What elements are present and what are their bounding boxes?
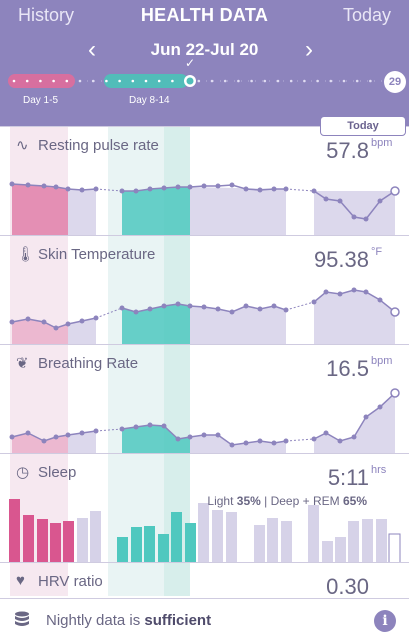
timeline-day-dot[interactable] xyxy=(197,79,201,83)
timeline-day-dot[interactable] xyxy=(131,79,135,83)
timeline-day-dot[interactable] xyxy=(250,79,253,83)
today-link[interactable]: Today xyxy=(342,5,391,25)
pulse-chart xyxy=(9,181,400,235)
timeline-day-dot[interactable] xyxy=(329,79,333,83)
timeline-day-dot[interactable] xyxy=(39,79,42,83)
period-label-2: Day 8-14 xyxy=(129,95,170,106)
info-icon[interactable]: i xyxy=(374,610,396,632)
section-unit: bpm xyxy=(371,355,393,367)
history-link[interactable]: History xyxy=(18,5,75,25)
deep-rem-label: | Deep + REM xyxy=(264,494,340,508)
timeline-day-dot[interactable] xyxy=(237,79,240,83)
section-value: 0.30 xyxy=(326,574,369,599)
sleep-breakdown: Light 35% | Deep + REM 65% xyxy=(207,494,367,508)
timeline-dots xyxy=(12,79,372,83)
date-range: Jun 22-Jul 20 xyxy=(150,40,259,59)
header: History HEALTH DATA Today ‹ Jun 22-Jul 2… xyxy=(0,0,409,126)
timeline-day-dot[interactable] xyxy=(369,79,372,83)
page-title: HEALTH DATA xyxy=(140,5,269,25)
timeline-day-dot[interactable] xyxy=(276,79,280,83)
chevron-right-icon[interactable]: › xyxy=(305,36,313,63)
sleep-clock-icon: ◷ xyxy=(16,464,30,481)
section-label: Skin Temperature xyxy=(38,246,156,263)
timeline-day-dot[interactable] xyxy=(303,79,306,83)
timeline-day-dot[interactable] xyxy=(316,79,319,83)
breathing-chart xyxy=(9,388,400,453)
timeline-day-dot[interactable] xyxy=(25,79,29,83)
section-unit: °F xyxy=(371,246,383,258)
timeline-day-dot[interactable] xyxy=(223,79,227,83)
timeline-day-dot[interactable] xyxy=(78,79,82,83)
day-timeline[interactable] xyxy=(0,64,409,104)
period-label-1: Day 1-5 xyxy=(23,95,59,106)
sleep-chart xyxy=(9,499,401,563)
today-tab[interactable]: Today xyxy=(320,116,406,136)
data-sufficiency-text: Nightly data is sufficient xyxy=(46,612,211,629)
timeline-day-dot[interactable] xyxy=(157,79,161,83)
checkmark-icon: ✓ xyxy=(185,56,196,70)
timeline-day-dot[interactable] xyxy=(171,79,174,83)
timeline-day-dot[interactable] xyxy=(105,79,108,83)
timeline-day-dot[interactable] xyxy=(65,79,69,83)
section-value: 5:11 xyxy=(327,465,369,490)
database-icon xyxy=(15,611,29,626)
light-label: Light xyxy=(207,494,234,508)
section-hrv-ratio[interactable]: ♥ HRV ratio 0.30 xyxy=(0,562,409,599)
pulse-wave-icon: ∿ xyxy=(16,137,29,154)
timeline-day-dot[interactable] xyxy=(12,79,16,83)
section-unit: bpm xyxy=(371,137,393,149)
temperature-chart xyxy=(9,287,400,344)
timeline-day-dot[interactable] xyxy=(210,79,214,83)
timeline-day-dot[interactable] xyxy=(144,79,148,83)
section-label: Resting pulse rate xyxy=(38,137,159,154)
heart-icon: ♥ xyxy=(16,572,25,589)
total-days-badge[interactable]: 29 xyxy=(384,71,406,93)
section-label: HRV ratio xyxy=(38,573,103,590)
timeline-day-dot[interactable] xyxy=(289,79,293,83)
lungs-icon: ❦ xyxy=(16,355,29,372)
section-label: Breathing Rate xyxy=(38,355,139,372)
timeline-day-dot[interactable] xyxy=(342,79,346,83)
section-sleep[interactable]: ◷ Sleep 5:11 hrs Light 35% | Deep + REM … xyxy=(0,453,409,563)
section-skin-temperature[interactable]: 🌡︎ Skin Temperature 95.38 °F xyxy=(0,235,409,344)
sufficiency-status: sufficient xyxy=(144,612,212,629)
section-breathing-rate[interactable]: ❦ Breathing Rate 16.5 bpm xyxy=(0,344,409,453)
section-value: 57.8 xyxy=(326,138,369,163)
light-percent: 35% xyxy=(236,494,261,508)
chevron-left-icon[interactable]: ‹ xyxy=(88,36,96,63)
section-label: Sleep xyxy=(38,464,77,481)
thermometer-icon: 🌡︎ xyxy=(16,246,36,263)
sufficiency-prefix: Nightly data is xyxy=(46,612,141,629)
section-value: 95.38 xyxy=(313,247,369,272)
footer-bar: Nightly data is sufficient i xyxy=(0,598,409,640)
deep-rem-percent: 65% xyxy=(342,494,367,508)
section-resting-pulse[interactable]: ∿ Resting pulse rate 57.8 bpm xyxy=(0,126,409,235)
section-value: 16.5 xyxy=(326,356,369,381)
timeline-day-dot[interactable] xyxy=(52,79,55,83)
timeline-day-dot[interactable] xyxy=(263,79,267,83)
timeline-day-dot[interactable] xyxy=(355,79,359,83)
timeline-day-dot[interactable] xyxy=(91,79,95,83)
timeline-day-dot[interactable] xyxy=(118,79,121,83)
section-unit: hrs xyxy=(371,464,387,476)
